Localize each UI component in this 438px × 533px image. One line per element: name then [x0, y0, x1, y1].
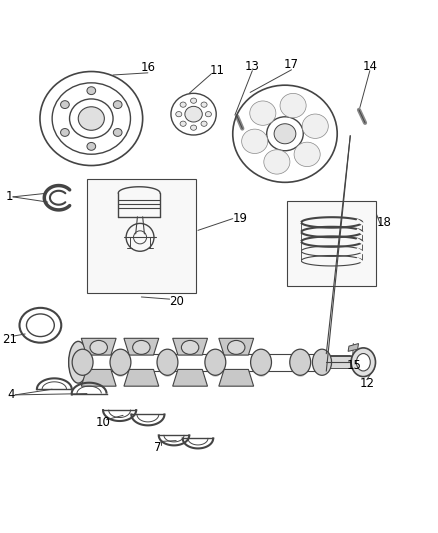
- Text: 13: 13: [245, 60, 260, 73]
- Ellipse shape: [302, 114, 328, 139]
- Ellipse shape: [201, 102, 207, 107]
- Text: 1: 1: [6, 190, 13, 204]
- Ellipse shape: [280, 93, 306, 118]
- Ellipse shape: [205, 111, 212, 117]
- Polygon shape: [173, 338, 208, 355]
- Ellipse shape: [294, 142, 320, 167]
- Ellipse shape: [69, 345, 85, 379]
- Bar: [87, 180, 196, 293]
- Ellipse shape: [133, 341, 150, 354]
- Text: 17: 17: [284, 59, 299, 71]
- Ellipse shape: [191, 125, 197, 130]
- Ellipse shape: [185, 107, 202, 122]
- Ellipse shape: [60, 101, 69, 109]
- Text: 19: 19: [233, 212, 248, 225]
- Ellipse shape: [87, 142, 95, 150]
- Text: 14: 14: [362, 60, 378, 73]
- Ellipse shape: [176, 111, 182, 117]
- Ellipse shape: [264, 150, 290, 174]
- Ellipse shape: [274, 124, 296, 144]
- Ellipse shape: [90, 341, 107, 354]
- Text: 12: 12: [359, 377, 374, 390]
- Ellipse shape: [110, 349, 131, 375]
- Ellipse shape: [242, 129, 268, 154]
- Ellipse shape: [312, 349, 332, 375]
- Ellipse shape: [157, 349, 178, 375]
- Ellipse shape: [78, 107, 104, 130]
- Polygon shape: [81, 338, 116, 355]
- Ellipse shape: [201, 121, 207, 126]
- Ellipse shape: [113, 128, 122, 136]
- Text: 15: 15: [346, 359, 361, 372]
- Polygon shape: [219, 338, 254, 355]
- Ellipse shape: [290, 349, 311, 375]
- Polygon shape: [348, 344, 359, 351]
- Polygon shape: [81, 369, 116, 386]
- Ellipse shape: [357, 353, 370, 371]
- Ellipse shape: [250, 101, 276, 125]
- Ellipse shape: [227, 341, 245, 354]
- Ellipse shape: [181, 341, 199, 354]
- Text: 16: 16: [141, 61, 155, 74]
- Ellipse shape: [351, 348, 375, 377]
- Ellipse shape: [60, 128, 69, 136]
- Polygon shape: [124, 338, 159, 355]
- Text: 11: 11: [210, 64, 225, 77]
- Text: 4: 4: [7, 389, 14, 401]
- Text: 18: 18: [377, 216, 392, 230]
- Polygon shape: [124, 369, 159, 386]
- Text: 7: 7: [154, 441, 162, 454]
- Ellipse shape: [191, 98, 197, 103]
- Bar: [287, 201, 376, 286]
- Ellipse shape: [26, 314, 54, 336]
- Ellipse shape: [251, 349, 272, 375]
- Text: 10: 10: [95, 416, 110, 429]
- Text: 21: 21: [3, 333, 18, 346]
- Polygon shape: [173, 369, 208, 386]
- Ellipse shape: [87, 87, 95, 94]
- Ellipse shape: [113, 101, 122, 109]
- Polygon shape: [219, 369, 254, 386]
- Ellipse shape: [180, 121, 186, 126]
- Ellipse shape: [69, 341, 88, 383]
- Ellipse shape: [180, 102, 186, 107]
- Ellipse shape: [205, 349, 226, 375]
- Text: 20: 20: [169, 295, 184, 308]
- Ellipse shape: [72, 349, 93, 375]
